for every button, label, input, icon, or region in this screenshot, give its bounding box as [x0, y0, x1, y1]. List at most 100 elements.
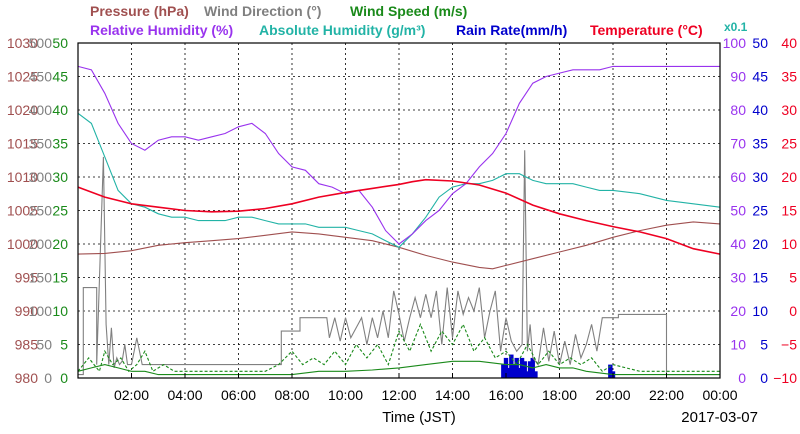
series-line [77, 112, 721, 248]
pressure-tick-label: 1020 [7, 102, 38, 118]
series-layer [77, 65, 721, 378]
rain-bar [511, 364, 517, 378]
legend-wind-speed: Wind Speed (m/s) [350, 3, 467, 19]
humidity-tick-label: 60 [730, 169, 746, 185]
humidity-tick-label: 10 [730, 337, 746, 353]
pressure-tick-label: 990 [15, 303, 39, 319]
x-tick-label: 12:00 [381, 387, 416, 403]
x-tick-label: 04:00 [167, 387, 202, 403]
legend-temperature: Temperature (°C) [590, 22, 703, 38]
wind-direction-tick-label: 0 [44, 370, 52, 386]
pressure-tick-label: 995 [15, 270, 39, 286]
wind-direction-tick-label: 250 [29, 203, 53, 219]
rain-bar [501, 364, 506, 378]
rain-rate-tick-label: 0 [760, 370, 768, 386]
pressure-tick-label: 1015 [7, 136, 38, 152]
rain-bar [506, 367, 511, 378]
rain-bar [527, 361, 533, 378]
rain-bar [519, 357, 525, 378]
rain-rate-tick-label: 25 [752, 203, 768, 219]
chart-date: 2017-03-07 [681, 409, 758, 426]
rain-rate-tick-label: 50 [752, 35, 768, 51]
temperature-tick-label: 35 [781, 69, 797, 85]
temperature-tick-label: 5 [789, 270, 797, 286]
wind-direction-tick-label: 150 [29, 270, 53, 286]
rain-rate-tick-label: 30 [752, 169, 768, 185]
x-tick-label: 10:00 [328, 387, 363, 403]
legend-absolute-humidity: Absolute Humidity (g/m³) [259, 22, 425, 38]
rain-bar [522, 361, 527, 378]
wind-speed-tick-label: 10 [52, 303, 68, 319]
rain-rate-tick-label: 35 [752, 136, 768, 152]
legend-relative-humidity: Relative Humidity (%) [90, 22, 233, 38]
axis-labels: 1030102510201015101010051000995990985980… [7, 35, 797, 403]
pressure-tick-label: 985 [15, 337, 39, 353]
wind-direction-tick-label: 500 [29, 35, 53, 51]
wind-direction-tick-label: 100 [29, 303, 53, 319]
legend-pressure: Pressure (hPa) [90, 3, 189, 19]
x-tick-label: 06:00 [221, 387, 256, 403]
temperature-tick-label: 40 [781, 35, 797, 51]
series-line [77, 178, 721, 255]
humidity-tick-label: 20 [730, 303, 746, 319]
wind-speed-tick-label: 45 [52, 69, 68, 85]
pressure-tick-label: 1025 [7, 69, 38, 85]
x-tick-label: 20:00 [595, 387, 630, 403]
grid [78, 43, 720, 378]
x-tick-label: 18:00 [542, 387, 577, 403]
humidity-tick-label: 30 [730, 270, 746, 286]
x-tick-label: 14:00 [435, 387, 470, 403]
temperature-tick-label: −10 [773, 370, 797, 386]
x-tick-label: 08:00 [274, 387, 309, 403]
wind-speed-tick-label: 20 [52, 236, 68, 252]
humidity-tick-label: 40 [730, 236, 746, 252]
x-tick-label: 16:00 [488, 387, 523, 403]
series-line [78, 150, 720, 376]
temperature-tick-label: 20 [781, 169, 797, 185]
wind-speed-tick-label: 0 [60, 370, 68, 386]
legend-wind-direction: Wind Direction (°) [204, 3, 321, 19]
pressure-tick-label: 1030 [7, 35, 38, 51]
rain-bar [517, 367, 522, 378]
rain-rate-tick-label: 45 [752, 69, 768, 85]
x-tick-label: 00:00 [702, 387, 737, 403]
wind-speed-tick-label: 25 [52, 203, 68, 219]
rain-rate-tick-label: 15 [752, 270, 768, 286]
rain-bar [503, 357, 509, 378]
wind-direction-tick-label: 350 [29, 136, 53, 152]
wind-speed-tick-label: 50 [52, 35, 68, 51]
rain-rate-tick-label: 10 [752, 303, 768, 319]
rain-bar [514, 357, 519, 378]
rain-rate-tick-label: 20 [752, 236, 768, 252]
x-tick-label: 02:00 [114, 387, 149, 403]
temperature-tick-label: 15 [781, 203, 797, 219]
wind-speed-tick-label: 5 [60, 337, 68, 353]
humidity-tick-label: 100 [723, 35, 747, 51]
humidity-tick-label: 90 [730, 69, 746, 85]
x-tick-label: 22:00 [649, 387, 684, 403]
wind-direction-tick-label: 50 [36, 337, 52, 353]
x-axis-label: Time (JST) [382, 409, 456, 426]
rain-rate-tick-label: 40 [752, 102, 768, 118]
wind-speed-tick-label: 35 [52, 136, 68, 152]
temperature-tick-label: 30 [781, 102, 797, 118]
series-line [77, 360, 720, 376]
wind-speed-tick-label: 40 [52, 102, 68, 118]
pressure-tick-label: 980 [15, 370, 39, 386]
plot-frame [77, 42, 721, 379]
humidity-tick-label: 80 [730, 102, 746, 118]
abs-humidity-scale-note: x0.1 [724, 20, 748, 34]
rain-bar [509, 354, 514, 378]
wind-speed-tick-label: 15 [52, 270, 68, 286]
wind-direction-tick-label: 300 [29, 169, 53, 185]
wind-direction-tick-label: 400 [29, 102, 53, 118]
temperature-tick-label: 10 [781, 236, 797, 252]
pressure-tick-label: 1005 [7, 203, 38, 219]
wind-speed-tick-label: 30 [52, 169, 68, 185]
temperature-tick-label: 0 [789, 303, 797, 319]
rain-bar [533, 371, 538, 378]
pressure-tick-label: 1010 [7, 169, 38, 185]
temperature-tick-label: 25 [781, 136, 797, 152]
rain-bar [608, 364, 613, 378]
